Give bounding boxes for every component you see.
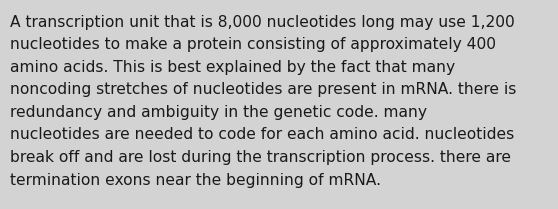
Text: break off and are lost during the transcription process. there are: break off and are lost during the transc… [10, 150, 511, 165]
Text: noncoding stretches of nucleotides are present in mRNA. there is: noncoding stretches of nucleotides are p… [10, 82, 516, 97]
Text: A transcription unit that is 8,000 nucleotides long may use 1,200: A transcription unit that is 8,000 nucle… [10, 15, 515, 30]
Text: amino acids. This is best explained by the fact that many: amino acids. This is best explained by t… [10, 60, 455, 75]
Text: redundancy and ambiguity in the genetic code. many: redundancy and ambiguity in the genetic … [10, 105, 427, 120]
Text: termination exons near the beginning of mRNA.: termination exons near the beginning of … [10, 173, 381, 188]
Text: nucleotides to make a protein consisting of approximately 400: nucleotides to make a protein consisting… [10, 37, 496, 52]
Text: nucleotides are needed to code for each amino acid. nucleotides: nucleotides are needed to code for each … [10, 127, 514, 143]
